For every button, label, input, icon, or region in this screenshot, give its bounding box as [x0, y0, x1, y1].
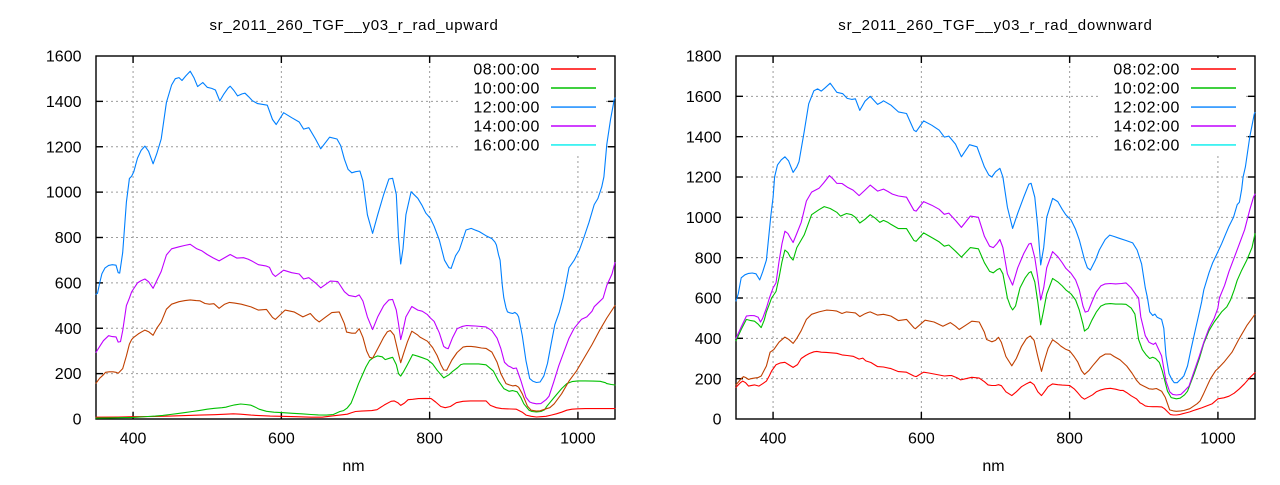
svg-text:16:00:00: 16:00:00 — [473, 138, 540, 155]
svg-text:800: 800 — [695, 250, 722, 267]
svg-text:1000: 1000 — [686, 210, 722, 227]
svg-text:600: 600 — [908, 431, 935, 448]
svg-text:12:00:00: 12:00:00 — [473, 100, 540, 117]
svg-text:12:02:00: 12:02:00 — [1113, 100, 1180, 117]
svg-text:1400: 1400 — [686, 129, 722, 146]
svg-text:08:02:00: 08:02:00 — [1113, 62, 1180, 79]
svg-text:800: 800 — [55, 230, 82, 247]
svg-text:1000: 1000 — [46, 185, 82, 202]
svg-text:400: 400 — [120, 431, 147, 448]
svg-text:200: 200 — [55, 366, 82, 383]
svg-text:0: 0 — [713, 412, 722, 429]
svg-text:400: 400 — [55, 321, 82, 338]
svg-text:1200: 1200 — [46, 139, 82, 156]
svg-text:14:00:00: 14:00:00 — [473, 119, 540, 136]
svg-text:sr_2011_260_TGF__y03_r_rad_dow: sr_2011_260_TGF__y03_r_rad_downward — [838, 17, 1152, 34]
svg-text:1200: 1200 — [686, 170, 722, 187]
svg-text:1600: 1600 — [46, 49, 82, 66]
svg-text:600: 600 — [55, 276, 82, 293]
svg-text:16:02:00: 16:02:00 — [1113, 138, 1180, 155]
svg-text:600: 600 — [268, 431, 295, 448]
svg-text:10:02:00: 10:02:00 — [1113, 81, 1180, 98]
svg-text:400: 400 — [695, 331, 722, 348]
svg-text:200: 200 — [695, 371, 722, 388]
svg-text:1000: 1000 — [560, 431, 596, 448]
svg-text:800: 800 — [1056, 431, 1083, 448]
svg-text:10:00:00: 10:00:00 — [473, 81, 540, 98]
svg-text:1600: 1600 — [686, 89, 722, 106]
svg-text:400: 400 — [760, 431, 787, 448]
svg-text:800: 800 — [416, 431, 443, 448]
svg-text:sr_2011_260_TGF__y03_r_rad_upw: sr_2011_260_TGF__y03_r_rad_upward — [209, 17, 498, 34]
svg-text:1400: 1400 — [46, 94, 82, 111]
svg-text:nm: nm — [982, 458, 1004, 475]
svg-text:0: 0 — [73, 412, 82, 429]
svg-text:14:02:00: 14:02:00 — [1113, 119, 1180, 136]
svg-text:nm: nm — [342, 458, 364, 475]
svg-text:08:00:00: 08:00:00 — [473, 62, 540, 79]
svg-text:1000: 1000 — [1200, 431, 1236, 448]
svg-text:1800: 1800 — [686, 49, 722, 66]
svg-text:600: 600 — [695, 291, 722, 308]
